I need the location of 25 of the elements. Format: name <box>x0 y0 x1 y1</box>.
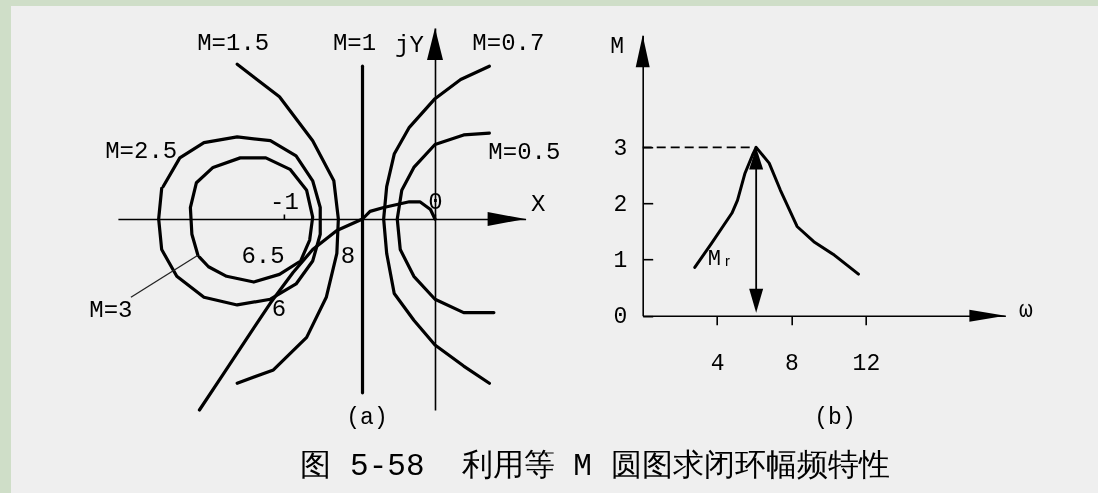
y-tick-label: 0 <box>613 304 628 331</box>
text: (b) <box>814 405 856 432</box>
y-tick-label: 3 <box>613 135 628 162</box>
text: M=3 <box>89 297 133 325</box>
series-label: M=1.5 <box>197 30 270 58</box>
x-tick-label: 12 <box>852 351 881 378</box>
series-label: M=0.5 <box>488 139 561 167</box>
legend-label: M=0.7 <box>472 30 545 58</box>
annotation: 6.5 <box>241 242 285 271</box>
y-axis-title: jY <box>395 31 424 59</box>
annotation: 8 <box>340 242 356 271</box>
x-axis-title: ω <box>1018 298 1033 325</box>
y-tick-label: 1 <box>613 248 628 275</box>
series-label: M=2.5 <box>105 137 178 165</box>
annotation: (a) <box>346 405 388 432</box>
series-label: M=1 <box>332 30 377 58</box>
x-axis-title: X <box>530 190 546 218</box>
x-tick-label: 8 <box>785 351 799 378</box>
y-axis-title: M <box>610 33 625 60</box>
annotation: Mᵣ <box>707 246 735 273</box>
y-tick-label: 2 <box>613 191 628 218</box>
caption: 图 5-58 利用等 M 圆图求闭环幅频特性 <box>300 448 890 485</box>
x-tick-label: -1 <box>270 188 299 216</box>
x-tick-label: 4 <box>710 351 725 378</box>
annotation: 6 <box>271 295 287 324</box>
